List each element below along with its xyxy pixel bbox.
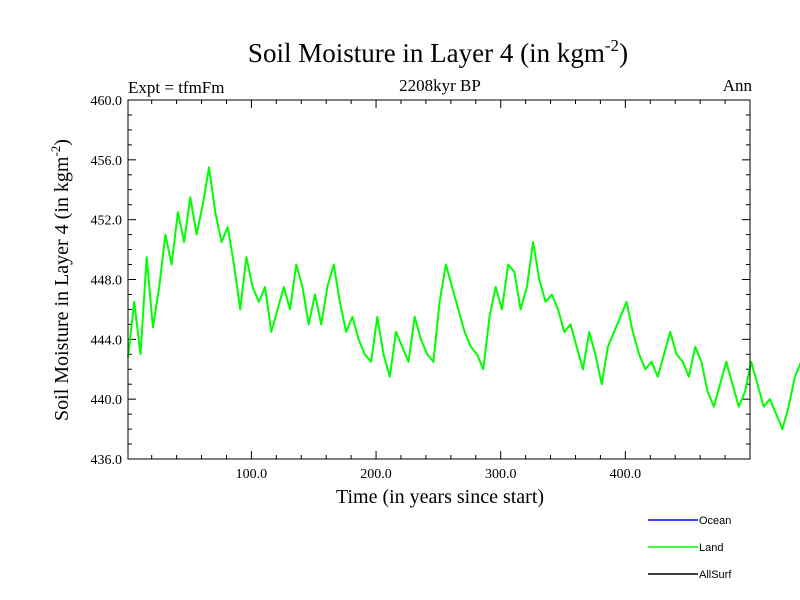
legend-label-ocean: Ocean (699, 515, 731, 527)
chart-title: Soil Moisture in Layer 4 (in kgm-2) (248, 36, 628, 68)
x-tick-label: 400.0 (610, 467, 642, 482)
y-tick-label: 448.0 (91, 274, 123, 289)
chart-subtitle: 2208kyr BP (399, 76, 481, 95)
y-tick-label: 444.0 (91, 333, 123, 348)
plot-frame (127, 99, 751, 460)
y-tick-label: 436.0 (91, 453, 123, 468)
legend-label-allsurf: AllSurf (699, 569, 732, 581)
y-tick-label: 460.0 (91, 94, 123, 109)
experiment-label: Expt = tfmFm (128, 78, 224, 97)
legend-label-land: Land (699, 542, 723, 554)
x-tick-label: 200.0 (360, 467, 392, 482)
y-tick-label: 440.0 (91, 393, 123, 408)
y-axis-ticks: 436.0 440.0 444.0 448.0 452.0 456.0 460.0 (91, 94, 750, 468)
series-line-land (127, 166, 800, 431)
y-tick-label: 456.0 (91, 154, 123, 169)
x-tick-label: 300.0 (485, 467, 517, 482)
y-tick-label: 452.0 (91, 214, 123, 229)
x-axis-label: Time (in years since start) (336, 486, 544, 508)
legend: Ocean Land AllSurf (648, 515, 732, 581)
period-label: Ann (723, 76, 753, 95)
x-axis-ticks: 100.0 200.0 300.0 400.0 (151, 100, 751, 482)
y-axis-label: Soil Moisture in Layer 4 (in kgm-2) (48, 139, 73, 421)
series-layer (127, 166, 800, 431)
x-tick-label: 100.0 (236, 467, 268, 482)
